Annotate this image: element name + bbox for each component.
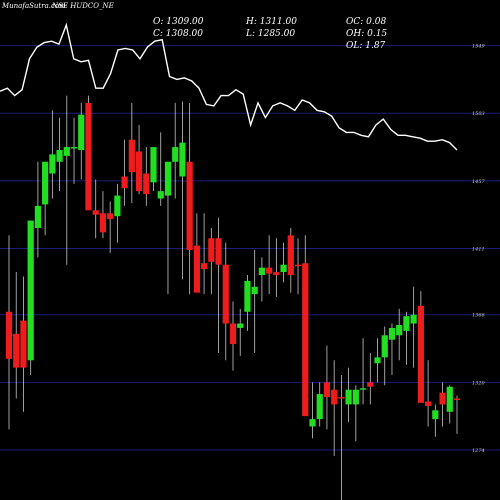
header-open: O: 1309.00 (153, 17, 204, 27)
candle-body (374, 357, 381, 364)
overlay-line (0, 22, 458, 151)
candle-body (5, 311, 13, 359)
candle-body (381, 335, 388, 358)
candle-body (424, 401, 432, 406)
candle-body (222, 264, 229, 324)
candle-body (135, 151, 143, 192)
candle-body (410, 314, 417, 324)
candle-body (280, 264, 287, 273)
header-site: MunafaSutra.com (2, 2, 66, 10)
header-oh: OH: 0.15 (346, 29, 388, 39)
candle-body (367, 382, 374, 387)
candle-body (200, 263, 208, 270)
candle-body (417, 305, 424, 403)
header-high: H: 1311.00 (246, 17, 297, 27)
header-ol: OL: 1.87 (346, 41, 386, 51)
candle-body (172, 147, 179, 162)
candle-body (56, 150, 63, 162)
y-tick-label: 1411 (472, 247, 485, 253)
grid-layer (0, 45, 500, 451)
candle-body (49, 154, 56, 174)
candle-body (273, 272, 280, 275)
candle-body (439, 392, 446, 405)
candle-body (266, 267, 273, 274)
y-tick-label: 1549 (472, 44, 486, 50)
candle-body (150, 147, 157, 183)
candle-body (432, 410, 439, 420)
header-oc: OC: 0.08 (346, 17, 387, 27)
candle-body (251, 286, 258, 295)
candle-body (164, 161, 172, 196)
body-layer (5, 102, 461, 427)
candle-body (345, 389, 352, 405)
header-symbol: NSE HUDCO_NE (52, 2, 114, 10)
candle-body (99, 213, 107, 233)
candle-body (193, 245, 200, 293)
candle-body (208, 238, 215, 262)
candle-body (323, 382, 331, 398)
y-tick-label: 1503 (472, 111, 485, 117)
candle-body (294, 264, 302, 267)
candle-body (13, 333, 20, 368)
candle-body (403, 316, 410, 331)
candle-body (114, 195, 121, 217)
candle-body (143, 173, 150, 195)
candle-body (309, 419, 316, 427)
candle-body (78, 114, 85, 150)
candle-body (121, 176, 128, 189)
candle-body (244, 280, 251, 312)
candle-body (179, 142, 186, 177)
candle-body (237, 323, 244, 328)
candle-body (359, 388, 367, 390)
candle-body (446, 386, 453, 412)
candle-body (302, 263, 309, 417)
candle-body (128, 139, 135, 173)
candle-body (42, 161, 49, 205)
candle-body (352, 389, 359, 405)
candle-body (157, 191, 164, 199)
candle-body (186, 161, 193, 250)
header-close: C: 1308.00 (153, 29, 203, 39)
candle-body (229, 323, 237, 345)
candle-body (338, 397, 345, 399)
header-low: L: 1285.00 (246, 29, 296, 39)
candle-body (34, 205, 42, 228)
candle-body (316, 394, 323, 420)
y-tick-label: 1366 (472, 313, 486, 319)
candle-body (92, 210, 99, 215)
candle-body (396, 325, 403, 336)
y-axis-labels: 1549 1503 1457 1411 1366 1320 1274 (472, 44, 486, 454)
candle-body (107, 213, 114, 220)
candle-body (388, 327, 396, 340)
y-tick-label: 1320 (472, 380, 486, 386)
candle-body (215, 238, 222, 265)
candle-body (85, 102, 92, 211)
candle-body (27, 220, 34, 361)
candle-body (331, 389, 338, 405)
candle-body (453, 398, 461, 401)
y-tick-label: 1457 (472, 179, 486, 185)
candle-body (258, 267, 266, 275)
candle-body (63, 147, 70, 156)
candle-body (287, 235, 294, 275)
candle-body (70, 147, 78, 149)
y-tick-label: 1274 (472, 448, 485, 454)
candle-body (20, 320, 27, 368)
